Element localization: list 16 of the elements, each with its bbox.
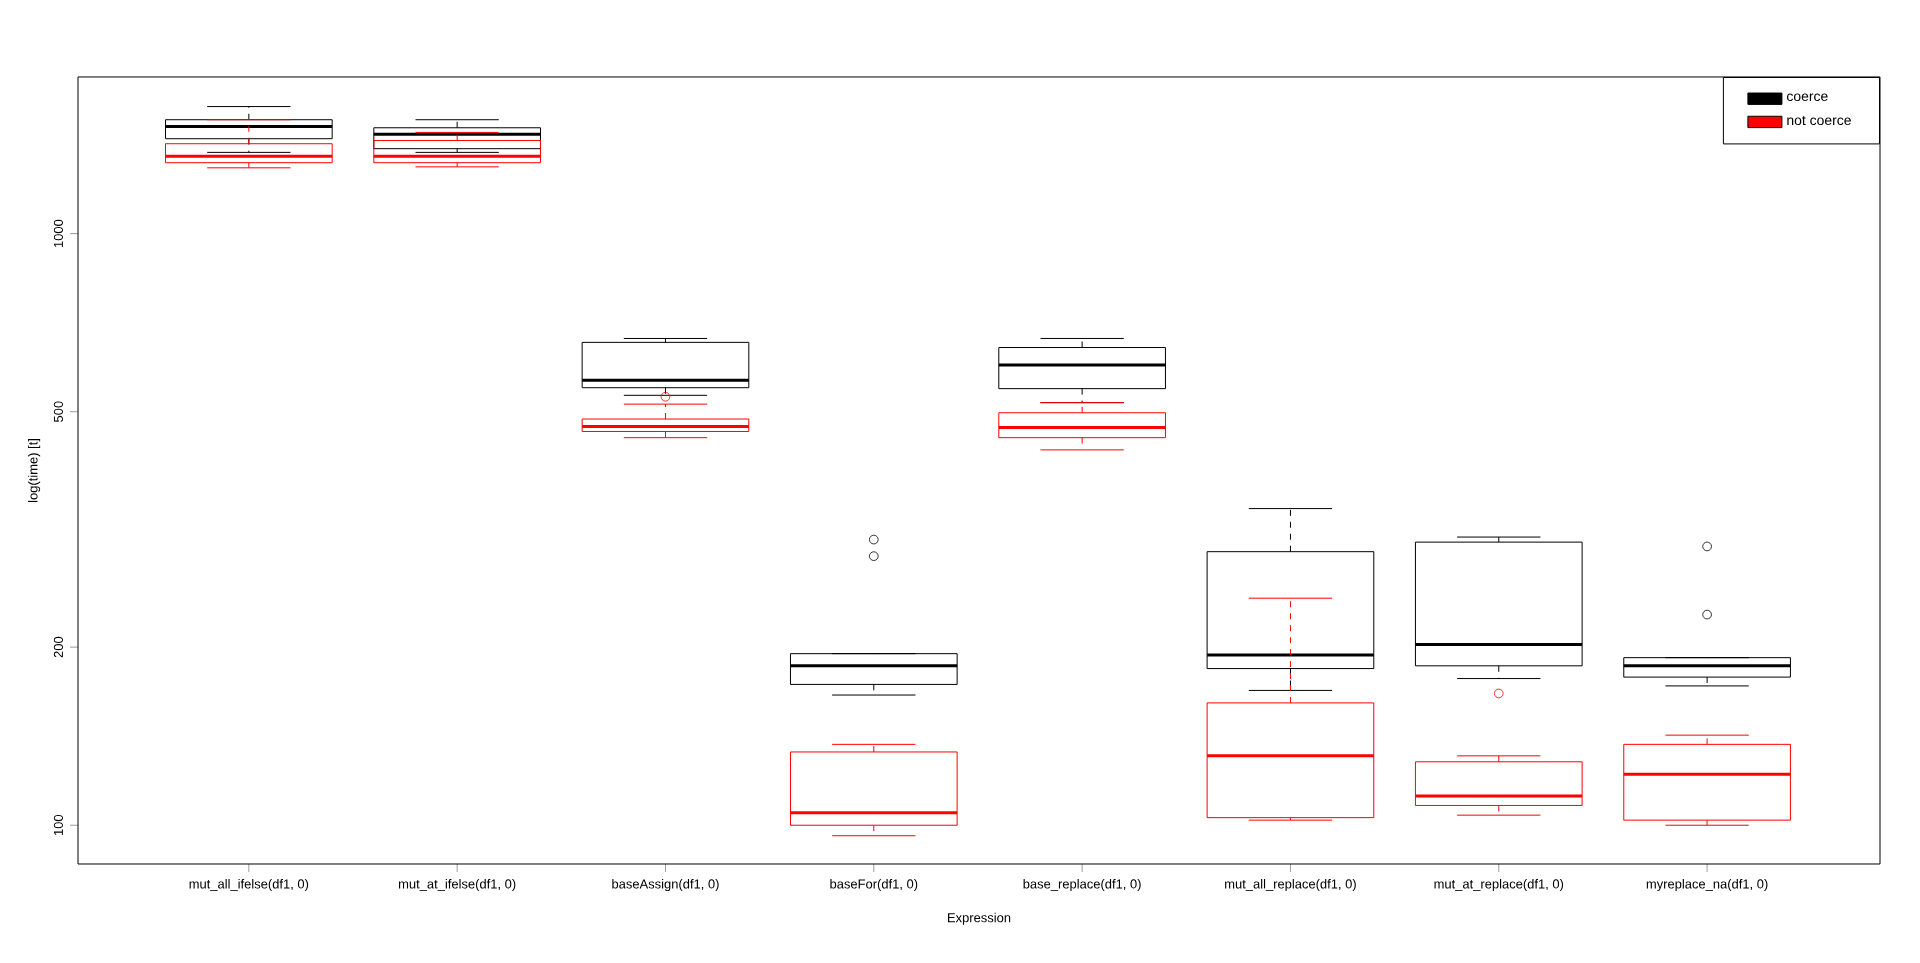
x-tick-label: baseFor(df1, 0)	[830, 879, 918, 892]
y-tick-label: 500	[53, 401, 63, 422]
y-axis-title: log(time) [t]	[28, 439, 41, 502]
x-tick-label: mut_all_ifelse(df1, 0)	[189, 879, 309, 892]
y-tick-label: 1000	[53, 219, 63, 248]
x-tick-label: mut_all_replace(df1, 0)	[1225, 879, 1356, 892]
x-tick-label: baseAssign(df1, 0)	[612, 879, 719, 892]
x-axis-title: Expression	[948, 912, 1011, 925]
x-tick-label: myreplace_na(df1, 0)	[1646, 879, 1768, 892]
y-tick-label: 200	[53, 636, 63, 658]
legend-label: not coerce	[1787, 115, 1851, 126]
x-tick-label: base_replace(df1, 0)	[1023, 879, 1141, 892]
y-tick-label: 100	[53, 814, 63, 836]
x-tick-label: mut_at_replace(df1, 0)	[1434, 879, 1564, 892]
legend-label: coerce	[1786, 93, 1828, 102]
x-tick-label: mut_at_ifelse(df1, 0)	[398, 879, 516, 892]
